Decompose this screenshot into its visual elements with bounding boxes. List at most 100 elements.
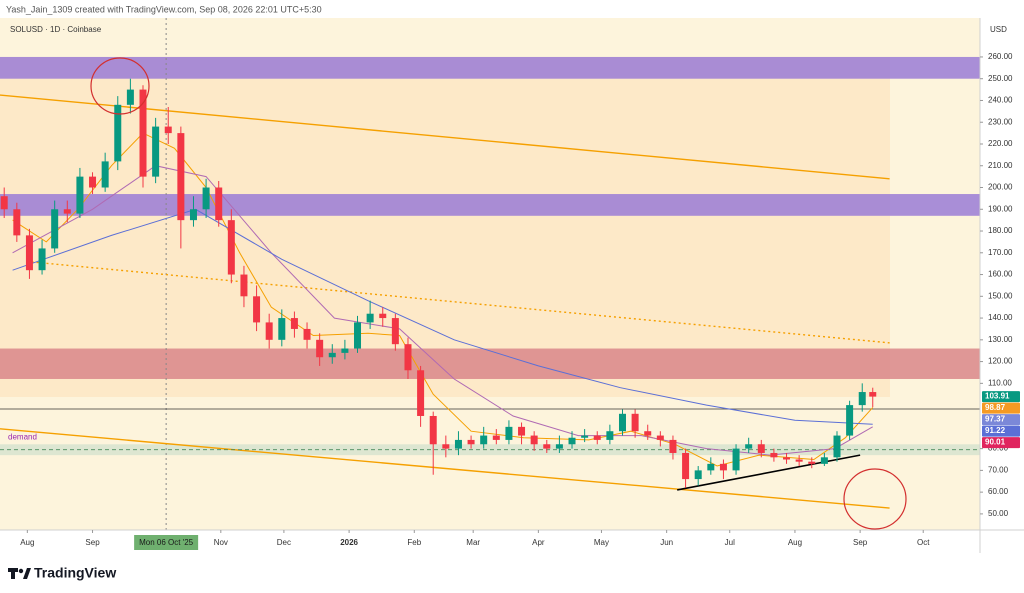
y-tick-label: 80.00 [988, 444, 1009, 453]
candle-body [152, 126, 160, 177]
y-tick-label: 180.00 [988, 226, 1013, 235]
trend-line [31, 261, 890, 344]
candle-body [417, 370, 425, 416]
candle-body [265, 322, 273, 340]
candle-body [316, 339, 324, 358]
price-tag-label: 97.37 [985, 415, 1006, 424]
y-tick-label: 240.00 [988, 96, 1013, 105]
candle-body [189, 209, 197, 221]
candle-body [644, 431, 652, 436]
candle-body [13, 209, 21, 236]
candle-body [63, 209, 71, 214]
candle-body [682, 452, 690, 480]
x-tick-label: Sep [85, 538, 100, 547]
candle-body [869, 392, 877, 397]
candle-body [328, 352, 336, 358]
candle-body [454, 439, 462, 449]
candle-body [795, 459, 803, 462]
candle-body [518, 426, 526, 436]
x-tick-label: Nov [214, 538, 228, 547]
price-tag [982, 414, 1020, 426]
price-tag-label: 90.01 [985, 438, 1006, 447]
y-tick-label: 110.00 [988, 378, 1012, 387]
trend-line [0, 94, 890, 180]
candle-body [745, 444, 753, 449]
candle-body [568, 437, 576, 445]
candle-body [164, 126, 172, 134]
moving-average [12, 208, 873, 425]
candle-body [51, 209, 59, 249]
candle-body [379, 313, 387, 319]
channel-shade [0, 57, 890, 397]
candle-body [429, 415, 437, 445]
zone [0, 194, 980, 216]
candle-body [480, 435, 488, 445]
annotation-circle [843, 468, 907, 530]
zone [0, 348, 980, 379]
zone [0, 56, 980, 79]
price-tag-label: 98.87 [985, 403, 1006, 412]
x-tick-label: Jul [725, 538, 735, 547]
candle-body [303, 328, 311, 340]
y-tick-label: 190.00 [988, 204, 1013, 213]
candle-body [114, 104, 122, 162]
x-tick-label: Jun [660, 538, 673, 547]
logo-mark [23, 568, 31, 579]
candle-body [89, 176, 97, 188]
y-tick-label: 140.00 [988, 313, 1013, 322]
candle-body [442, 444, 450, 449]
y-tick-label: 120.00 [988, 357, 1013, 366]
candle-body [404, 344, 412, 371]
candle-body [770, 452, 778, 458]
zone-label: demand [8, 432, 37, 441]
candle-body [530, 435, 538, 445]
candle-body [391, 318, 399, 345]
brand-logo: TradingView [8, 565, 116, 581]
y-tick-label: 50.00 [988, 509, 1009, 518]
candle-body [76, 176, 84, 214]
candle-body [808, 461, 816, 464]
y-tick-label: 170.00 [988, 248, 1013, 257]
price-tag-label: 103.91 [985, 392, 1010, 401]
candle-body [719, 463, 727, 471]
candle-body [202, 187, 210, 210]
symbol-title: SOLUSD · 1D · Coinbase [10, 25, 102, 34]
x-tick-label: Dec [277, 538, 291, 547]
x-tick-label: Oct [917, 538, 930, 547]
candle-body [593, 435, 601, 440]
y-tick-label: 70.00 [988, 465, 1009, 474]
candle-body [278, 318, 286, 340]
x-tick-label: Mar [466, 538, 480, 547]
candle-body [290, 318, 298, 329]
logo-mark [18, 568, 24, 574]
logo-mark [11, 568, 15, 579]
price-tag [982, 402, 1020, 414]
y-tick-label: 260.00 [988, 52, 1013, 61]
candle-body [177, 133, 185, 221]
price-tag [982, 425, 1020, 437]
candle-body [505, 426, 513, 440]
y-tick-label: 150.00 [988, 291, 1013, 300]
x-tick-label: Sep [853, 538, 868, 547]
candle-body [253, 296, 261, 323]
plot-layer: demand [0, 18, 980, 530]
y-tick-label: 160.00 [988, 270, 1013, 279]
candle-body [669, 439, 677, 453]
candle-body [783, 457, 791, 460]
candle-body [240, 274, 248, 297]
x-tick-label: Apr [532, 538, 545, 547]
moving-average [12, 132, 874, 467]
candle-body [492, 435, 500, 440]
x-tick-label: Aug [20, 538, 34, 547]
header-text: Yash_Jain_1309 created with TradingView.… [6, 4, 322, 14]
candle-body [656, 435, 664, 440]
price-tag [982, 391, 1020, 403]
y-tick-label: 250.00 [988, 74, 1013, 83]
candle-body [341, 348, 349, 353]
crosshair-label-bg [134, 535, 199, 550]
candle-body [846, 405, 854, 436]
candle-body [833, 435, 841, 458]
candle-body [757, 444, 765, 453]
